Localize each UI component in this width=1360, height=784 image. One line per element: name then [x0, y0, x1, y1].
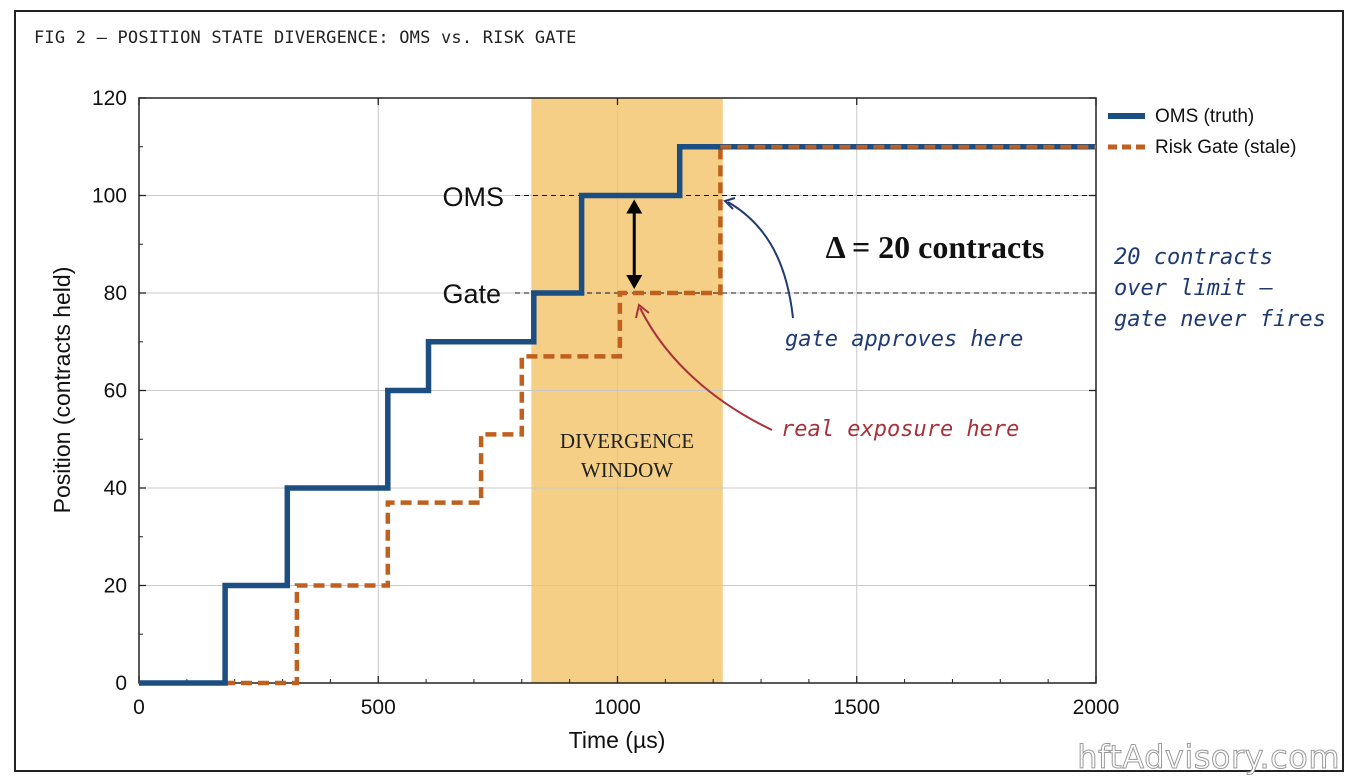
real-exposure-note: real exposure here [781, 417, 1019, 442]
y-tick-label: 20 [104, 575, 127, 598]
x-tick-label: 0 [133, 696, 145, 719]
divergence-window-label-line1: DIVERGENCE [560, 429, 694, 453]
grid [138, 97, 1097, 684]
y-tick-label: 100 [92, 185, 127, 208]
y-tick-label: 0 [115, 672, 127, 695]
x-tick-label: 1500 [833, 696, 880, 719]
delta-label: Δ = 20 contracts [826, 229, 1045, 265]
x-tick-label: 500 [361, 696, 396, 719]
gate-approves-note: gate approves here [785, 327, 1023, 352]
legend-oms-label: OMS (truth) [1155, 106, 1254, 127]
series-lines [139, 144, 1096, 686]
delta-arrow [626, 199, 643, 289]
x-tick-label: 2000 [1073, 696, 1120, 719]
side-note-line1: 20 contracts [1114, 245, 1273, 270]
reference-lines [515, 195, 1096, 294]
gate-approves-arrow [727, 201, 794, 319]
real-exposure-arrowhead [635, 303, 650, 319]
watermark: hftAdvisory.com [1077, 738, 1340, 777]
side-note-line2: over limit — [1114, 276, 1273, 301]
gate-level-label: Gate [442, 279, 501, 309]
oms-level-label: OMS [442, 182, 504, 212]
gate-approves-arrowhead [723, 197, 736, 210]
axis-ticks: 0 500 1000 1500 2000 0 20 40 60 80 100 120 [92, 87, 1119, 719]
y-axis-label: Position (contracts held) [49, 267, 75, 514]
y-tick-label: 80 [104, 282, 127, 305]
legend: OMS (truth) Risk Gate (stale) [1108, 106, 1296, 158]
legend-gate-label: Risk Gate (stale) [1155, 137, 1296, 158]
series-line-risk-gate [139, 144, 1096, 686]
delta-arrowhead-top [626, 199, 643, 214]
delta-arrowhead-bottom [626, 275, 643, 289]
x-tick-label: 1000 [594, 696, 641, 719]
y-tick-label: 120 [92, 87, 127, 110]
x-axis-label: Time (µs) [569, 727, 666, 753]
side-note-line3: gate never fires [1114, 307, 1326, 332]
y-tick-label: 60 [104, 380, 127, 403]
divergence-window-label-line2: WINDOW [581, 458, 673, 482]
real-exposure-arrow [639, 307, 773, 431]
figure-title: FIG 2 — POSITION STATE DIVERGENCE: OMS v… [34, 28, 577, 48]
y-tick-label: 40 [104, 477, 127, 500]
series-line-oms [139, 144, 1096, 686]
